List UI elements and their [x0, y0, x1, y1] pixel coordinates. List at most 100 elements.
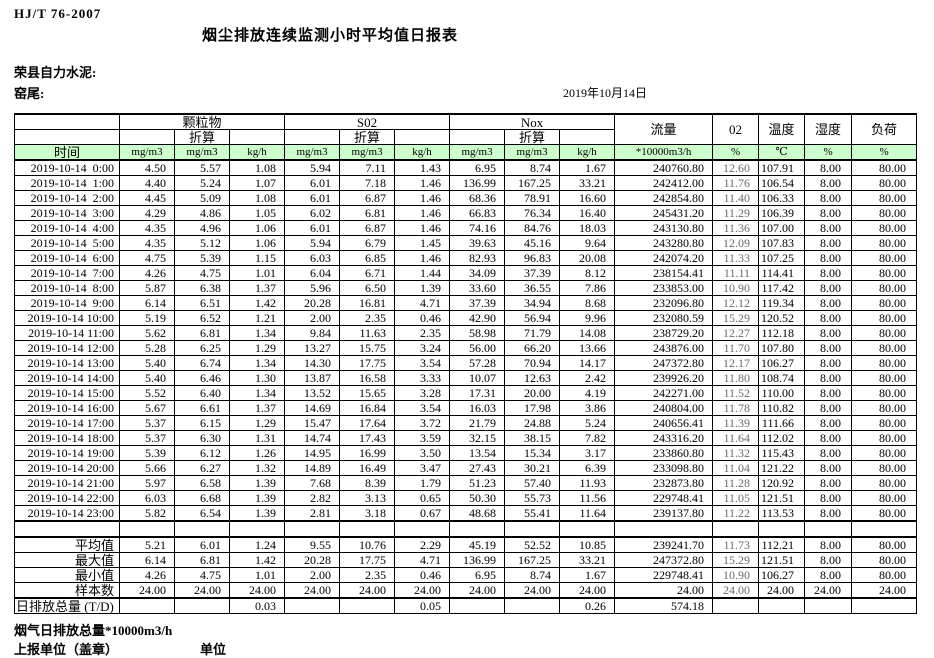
value-cell: 1.29 [228, 340, 286, 356]
page-title: 烟尘排放连续监测小时平均值日报表 [201, 28, 458, 44]
value-cell: 58.98 [449, 325, 506, 341]
value-cell: 233860.80 [614, 445, 714, 461]
unit-kg: kg/h [559, 144, 616, 161]
value-cell [339, 597, 396, 614]
value-cell: 112.18 [758, 325, 806, 341]
report-table: 颗粒物 S02 Nox 流量 02 温度 湿度 负荷 折算 折算 折算 时间 m… [14, 113, 918, 614]
value-cell: 242854.80 [614, 190, 714, 206]
value-cell: 1.06 [228, 235, 286, 251]
value-cell: 110.82 [758, 400, 806, 416]
value-cell: 51.23 [449, 475, 506, 491]
value-cell: 7.11 [339, 159, 396, 176]
data-row: 2019-10-14 22:00 6.03 6.68 1.39 2.82 3.13 0.65… [14, 490, 918, 506]
value-cell: 80.00 [851, 205, 918, 221]
row-label: 2019-10-14 13:00 [14, 355, 120, 371]
value-cell [712, 597, 760, 614]
value-cell: 20.08 [559, 250, 616, 266]
value-cell: 5.40 [119, 370, 175, 386]
value-cell: 5.87 [119, 280, 175, 296]
value-cell: 11.73 [712, 536, 760, 553]
value-cell: 1.34 [228, 355, 286, 371]
value-cell: 229748.41 [614, 490, 714, 506]
value-cell: 12.60 [712, 159, 760, 176]
value-cell: 2.00 [284, 567, 341, 583]
value-cell: 21.79 [449, 415, 506, 431]
value-cell: 7.86 [559, 280, 616, 296]
value-cell: 45.16 [504, 235, 561, 251]
value-cell: 6.01 [284, 190, 341, 206]
value-cell: 106.33 [758, 190, 806, 206]
data-row: 2019-10-14 19:00 5.39 6.12 1.26 14.95 16.99 3.… [14, 445, 918, 461]
row-label: 2019-10-14 7:00 [14, 265, 120, 281]
value-cell: 9.84 [284, 325, 341, 341]
value-cell: 24.00 [284, 582, 341, 599]
value-cell: 80.00 [851, 505, 918, 522]
value-cell: 6.25 [174, 340, 230, 356]
value-cell: 80.00 [851, 235, 918, 251]
value-cell: 240804.00 [614, 400, 714, 416]
value-cell: 245431.20 [614, 205, 714, 221]
value-cell: 80.00 [851, 355, 918, 371]
value-cell: 6.87 [339, 190, 396, 206]
value-cell: 80.00 [851, 415, 918, 431]
value-cell: 16.99 [339, 445, 396, 461]
value-cell: 0.26 [559, 597, 616, 614]
footer-unit-label: 单位 [200, 642, 227, 657]
value-cell: 239137.80 [614, 505, 714, 522]
value-cell: 18.03 [559, 220, 616, 236]
summary-row: 最小值 4.26 4.75 1.01 2.00 2.35 0.46 6.95 8.74 1.67 2… [14, 567, 918, 583]
report-date: 2019年10月14日 [563, 86, 648, 100]
empty-cell [119, 129, 175, 145]
value-cell: 80.00 [851, 250, 918, 266]
value-cell: 8.00 [804, 567, 853, 583]
value-cell: 76.34 [504, 205, 561, 221]
value-cell: 110.00 [758, 385, 806, 401]
value-cell: 3.24 [394, 340, 451, 356]
row-label: 平均值 [14, 536, 120, 553]
value-cell: 1.21 [228, 310, 286, 326]
value-cell: 80.00 [851, 567, 918, 583]
row-label: 日排放总量 (T/D) [14, 597, 120, 614]
value-cell: 1.39 [228, 475, 286, 491]
value-cell [614, 520, 714, 538]
unit-kg: kg/h [394, 144, 451, 161]
value-cell: 15.65 [339, 385, 396, 401]
value-cell: 240656.41 [614, 415, 714, 431]
value-cell: 37.39 [504, 265, 561, 281]
value-cell: 16.60 [559, 190, 616, 206]
value-cell: 1.37 [228, 280, 286, 296]
value-cell: 5.09 [174, 190, 230, 206]
value-cell: 71.79 [504, 325, 561, 341]
value-cell: 15.75 [339, 340, 396, 356]
value-cell: 24.00 [119, 582, 175, 599]
value-cell: 4.75 [119, 250, 175, 266]
value-cell: 9.96 [559, 310, 616, 326]
value-cell: 8.00 [804, 220, 853, 236]
value-cell: 6.14 [119, 552, 175, 568]
value-cell: 0.65 [394, 490, 451, 506]
value-cell: 11.28 [712, 475, 760, 491]
value-cell: 1.01 [228, 265, 286, 281]
value-cell: 6.79 [339, 235, 396, 251]
value-cell [559, 520, 616, 538]
value-cell: 11.64 [559, 505, 616, 522]
value-cell: 2.82 [284, 490, 341, 506]
row-label: 2019-10-14 8:00 [14, 280, 120, 296]
value-cell: 6.04 [284, 265, 341, 281]
empty-cell [394, 129, 451, 145]
value-cell: 16.81 [339, 295, 396, 311]
value-cell [804, 520, 853, 538]
value-cell: 80.00 [851, 490, 918, 506]
value-cell: 6.12 [174, 445, 230, 461]
value-cell: 80.00 [851, 400, 918, 416]
value-cell: 6.95 [449, 159, 506, 176]
value-cell: 6.14 [119, 295, 175, 311]
value-cell: 1.24 [228, 536, 286, 553]
value-cell: 1.67 [559, 567, 616, 583]
value-cell: 15.29 [712, 310, 760, 326]
value-cell [449, 597, 506, 614]
value-cell: 80.00 [851, 295, 918, 311]
value-cell: 74.16 [449, 220, 506, 236]
value-cell: 1.05 [228, 205, 286, 221]
value-cell: 2.29 [394, 536, 451, 553]
